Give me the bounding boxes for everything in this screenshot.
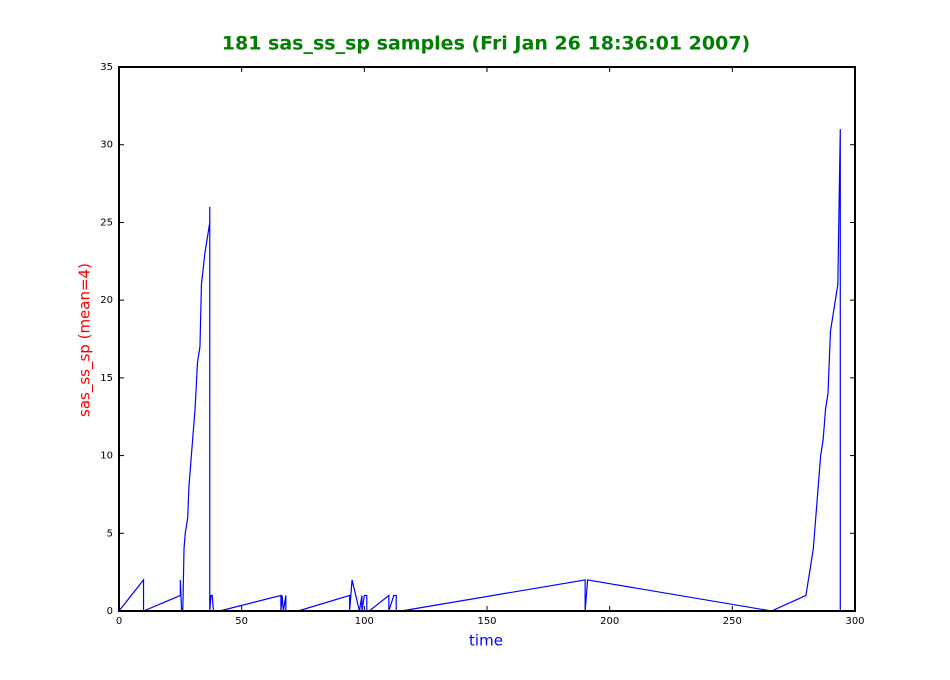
y-tick-label: 25 <box>100 217 113 228</box>
chart-title: 181 sas_ss_sp samples (Fri Jan 26 18:36:… <box>222 33 750 55</box>
x-tick-label: 50 <box>235 616 248 627</box>
x-tick-label: 200 <box>600 616 619 627</box>
y-tick-label: 0 <box>107 606 113 617</box>
y-axis-label: sas_ss_sp (mean=4) <box>76 263 95 417</box>
x-tick-label: 100 <box>355 616 374 627</box>
y-tick-label: 5 <box>107 528 113 539</box>
x-tick-label: 300 <box>845 616 864 627</box>
x-tick-label: 250 <box>723 616 742 627</box>
y-tick-label: 10 <box>100 451 113 462</box>
plot-frame <box>118 66 856 612</box>
y-tick-label: 35 <box>100 62 113 73</box>
y-tick-label: 15 <box>100 373 113 384</box>
x-tick-label: 0 <box>116 616 122 627</box>
x-tick-label: 150 <box>477 616 496 627</box>
y-tick-label: 30 <box>100 140 113 151</box>
y-tick-label: 20 <box>100 295 113 306</box>
x-axis-label: time <box>469 632 503 650</box>
